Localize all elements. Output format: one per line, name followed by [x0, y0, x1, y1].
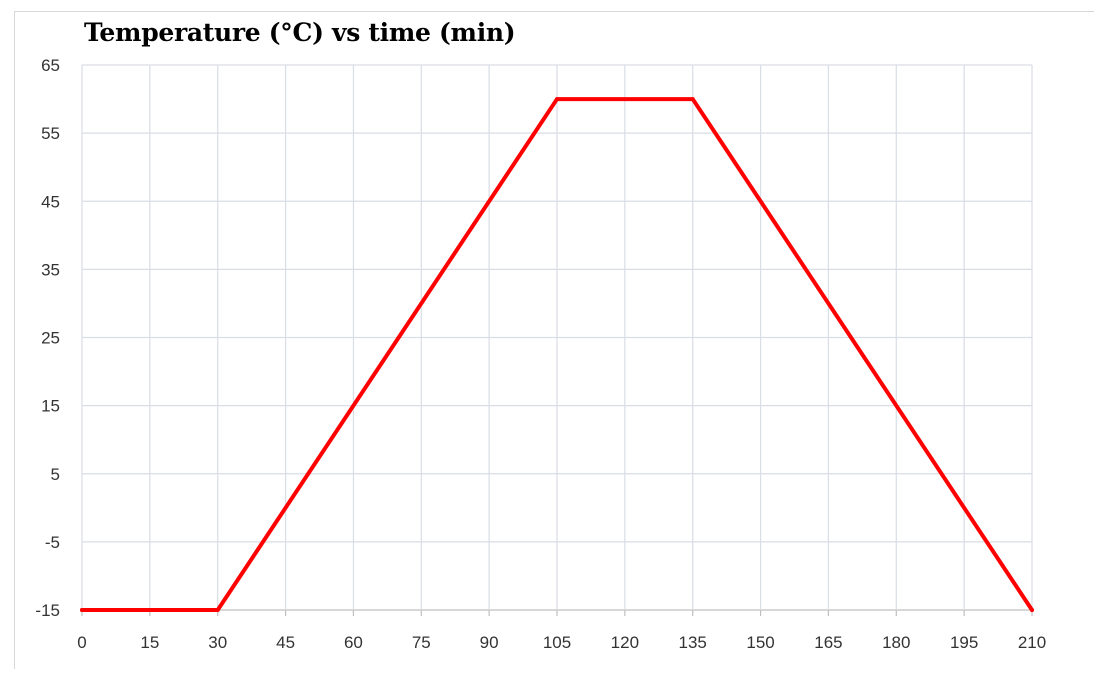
- y-tick-label: 45: [41, 192, 60, 211]
- y-tick-label: -5: [45, 533, 60, 552]
- y-tick-label: -15: [35, 601, 60, 620]
- data-point: [690, 97, 695, 102]
- data-point: [215, 608, 220, 612]
- x-axis-labels: 0 15 30 45 60 75 90 105 120 135 150 165 180 195 210: [77, 633, 1046, 652]
- x-tick-label: 135: [679, 633, 707, 652]
- x-tick-label: 165: [814, 633, 842, 652]
- y-tick-label: 65: [41, 56, 60, 75]
- y-tick-label: 35: [41, 260, 60, 279]
- grid: [81, 64, 1033, 616]
- x-tick-label: 105: [543, 633, 571, 652]
- chart-frame: [14, 11, 1094, 669]
- x-tick-label: 15: [140, 633, 159, 652]
- x-tick-label: 0: [77, 633, 86, 652]
- x-tick-label: 45: [276, 633, 295, 652]
- x-tick-label: 210: [1018, 633, 1046, 652]
- y-tick-label: 5: [51, 465, 60, 484]
- y-tick-label: 25: [41, 329, 60, 348]
- y-tick-label: 15: [41, 397, 60, 416]
- x-tick-label: 180: [882, 633, 910, 652]
- data-point: [1030, 608, 1034, 612]
- y-axis-labels: -15 -5 5 15 25 35 45 55 65: [35, 56, 60, 620]
- x-tick-label: 120: [611, 633, 639, 652]
- x-tick-label: 195: [950, 633, 978, 652]
- chart-title: Temperature (°C) vs time (min): [84, 18, 516, 47]
- series-layer: [80, 97, 1034, 612]
- x-tick-label: 30: [208, 633, 227, 652]
- data-point: [555, 97, 559, 102]
- x-tick-label: 90: [480, 633, 499, 652]
- x-tick-label: 75: [412, 633, 431, 652]
- x-tick-label: 60: [344, 633, 363, 652]
- data-point: [80, 608, 84, 612]
- x-tick-label: 150: [746, 633, 774, 652]
- y-tick-label: 55: [41, 124, 60, 143]
